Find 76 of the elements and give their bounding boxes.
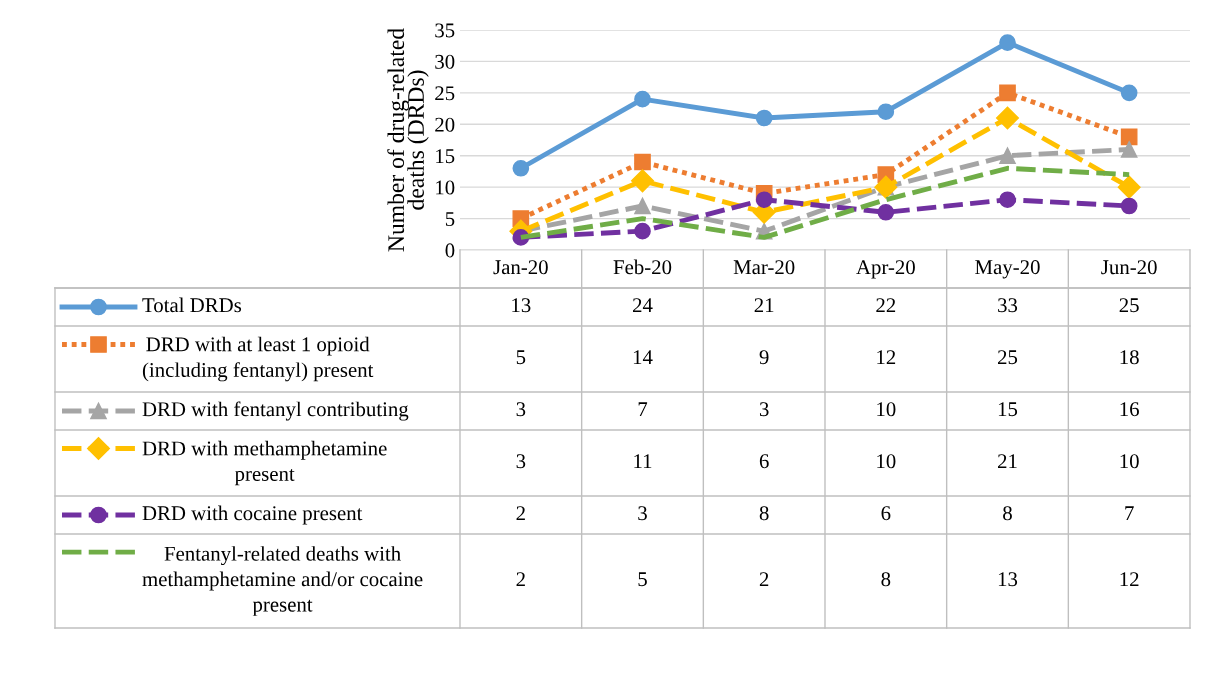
data-label: 13: [998, 572, 1018, 587]
data-label: 3: [638, 506, 647, 521]
point: [877, 103, 895, 121]
data-label: 21: [998, 454, 1017, 469]
y-tick-label: 0: [445, 243, 455, 258]
point: [996, 106, 1019, 130]
data-label: 9: [759, 350, 769, 365]
y-tick-label: 25: [435, 86, 455, 101]
point: [999, 84, 1016, 102]
y-tick-label: 10: [436, 180, 455, 195]
legend-label: DRD with fentanyl contributing: [142, 401, 409, 421]
data-label: 33: [998, 298, 1018, 313]
x-tick-label: Feb-20: [613, 259, 672, 275]
data-label: 10: [1120, 454, 1139, 469]
x-tick-label: May-20: [975, 260, 1040, 279]
data-label: 12: [1120, 572, 1139, 587]
y-tick-label: 15: [436, 149, 455, 164]
data-label: 2: [516, 506, 525, 521]
data-label: 5: [638, 572, 647, 587]
data-label: 12: [877, 350, 896, 365]
y-tick-label: 35: [435, 23, 455, 38]
legend-label: DRD with cocaine present: [142, 505, 363, 525]
y-tick-label: 30: [435, 54, 455, 69]
point: [634, 153, 651, 171]
data-label: 22: [876, 298, 896, 313]
point: [999, 34, 1016, 51]
y-axis-title: Number of drug-related deaths (DRDs): [387, 28, 429, 252]
legend-label: DRD with methamphetamine present: [142, 440, 387, 486]
data-label: 16: [1120, 402, 1139, 417]
legend-label: DRD with at least 1 opioid (including fentanyl) present: [142, 336, 374, 382]
data-label: 7: [638, 402, 648, 417]
point: [1120, 84, 1138, 102]
data-label: 18: [1120, 350, 1139, 365]
data-label: 21: [754, 298, 774, 313]
point: [755, 191, 773, 209]
point: [634, 90, 651, 108]
data-label: 2: [516, 572, 525, 587]
point: [631, 169, 654, 193]
point: [1120, 197, 1138, 215]
data-label: 13: [512, 298, 531, 313]
data-label: 5: [516, 350, 526, 365]
y-tick-label: 20: [435, 117, 455, 132]
data-label: 25: [1119, 298, 1139, 313]
data-label: 10: [877, 402, 896, 417]
data-label: 8: [759, 506, 769, 521]
data-label: 25: [998, 350, 1018, 365]
data-label: 2: [759, 572, 769, 587]
data-label: 3: [516, 454, 526, 469]
point: [634, 222, 651, 240]
data-label: 3: [759, 402, 769, 417]
data-label: 14: [633, 350, 653, 365]
point: [634, 197, 651, 215]
point: [999, 147, 1016, 165]
data-label: 15: [998, 402, 1018, 417]
x-tick-label: Apr-20: [856, 260, 915, 279]
legend-label: Total DRDs: [142, 297, 242, 313]
point: [755, 109, 773, 127]
data-label: 7: [1125, 506, 1134, 521]
data-label: 8: [881, 572, 891, 587]
data-label: 10: [877, 454, 896, 469]
x-tick-label: Jun-20: [1101, 260, 1157, 275]
data-label: 24: [633, 298, 653, 313]
point: [1117, 175, 1141, 199]
data-label: 3: [516, 402, 526, 417]
point: [512, 159, 530, 177]
legend-label: Fentanyl-related deaths with methamphetamine and/or cocaine present: [142, 546, 423, 616]
data-label: 6: [881, 506, 891, 521]
x-tick-label: Mar-20: [733, 260, 795, 275]
point: [1120, 141, 1138, 158]
data-label: 11: [634, 454, 652, 469]
y-tick-label: 5: [445, 212, 455, 226]
point: [877, 203, 895, 221]
point: [999, 191, 1016, 209]
data-label: 8: [1003, 506, 1012, 521]
data-label: 6: [759, 454, 769, 469]
x-tick-label: Jan-20: [493, 260, 548, 275]
